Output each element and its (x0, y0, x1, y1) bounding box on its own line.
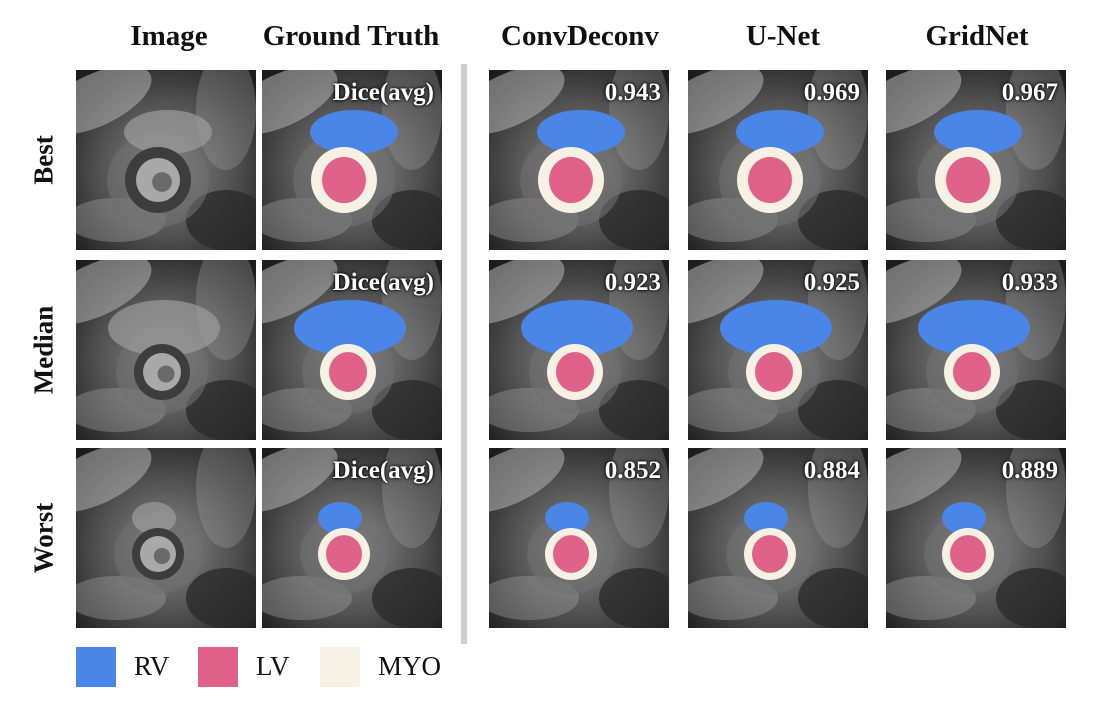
mask-rv-median-unet (720, 300, 832, 356)
dice-score-median-gridnet: 0.933 (1001, 269, 1058, 296)
cell-worst-gridnet: 0.889 (886, 448, 1066, 628)
mask-rv-median-convdeconv (521, 300, 633, 356)
header-unet: U-Net (745, 20, 821, 52)
cell-best-unet: 0.969 (688, 70, 868, 250)
cell-median-image (76, 260, 256, 440)
dice-score-best-gridnet: 0.967 (1001, 79, 1058, 106)
legend-swatch-lv (198, 647, 238, 687)
mask-rv-best-gridnet (934, 110, 1022, 154)
mask-lv-median-ground-truth (329, 352, 367, 392)
mask-rv-worst-gridnet (942, 502, 986, 534)
dice-label-best: Dice(avg) (332, 79, 434, 106)
cell-median-gridnet: 0.933 (886, 260, 1066, 440)
row-label-median: Median (28, 305, 59, 395)
mask-lv-best-gridnet (946, 156, 990, 204)
cell-best-convdeconv: 0.943 (489, 70, 669, 250)
mask-lv-worst-ground-truth (326, 535, 362, 573)
dice-label-worst: Dice(avg) (332, 457, 434, 484)
legend-label-lv: LV (256, 651, 290, 681)
mask-lv-worst-convdeconv (553, 535, 589, 573)
dice-score-worst-unet: 0.884 (803, 457, 860, 484)
section-divider (461, 64, 467, 644)
cell-median-unet: 0.925 (688, 260, 868, 440)
cell-best-gridnet: 0.967 (886, 70, 1066, 250)
mask-lv-best-convdeconv (549, 156, 593, 204)
cell-median-ground-truth: Dice(avg) (262, 260, 442, 440)
mask-rv-best-ground-truth (310, 110, 398, 154)
dice-score-median-convdeconv: 0.923 (604, 269, 661, 296)
cell-worst-convdeconv: 0.852 (489, 448, 669, 628)
dice-score-worst-gridnet: 0.889 (1001, 457, 1058, 484)
cell-worst-image (76, 448, 256, 628)
dice-score-best-convdeconv: 0.943 (604, 79, 661, 106)
header-convdeconv: ConvDeconv (501, 20, 659, 52)
cell-median-convdeconv: 0.923 (489, 260, 669, 440)
cell-best-ground-truth: Dice(avg) (262, 70, 442, 250)
mask-lv-median-convdeconv (556, 352, 594, 392)
cell-worst-ground-truth: Dice(avg) (262, 448, 442, 628)
legend-swatch-rv (76, 647, 116, 687)
mask-rv-best-unet (736, 110, 824, 154)
mask-rv-worst-ground-truth (318, 502, 362, 534)
mask-lv-median-unet (755, 352, 793, 392)
dice-label-median: Dice(avg) (332, 269, 434, 296)
row-label-best: Best (28, 135, 59, 185)
mask-rv-median-gridnet (918, 300, 1030, 356)
mask-lv-median-gridnet (953, 352, 991, 392)
mask-lv-best-ground-truth (322, 156, 366, 204)
legend-label-rv: RV (134, 651, 170, 681)
cell-best-image (76, 70, 256, 250)
mask-rv-worst-convdeconv (545, 502, 589, 534)
mask-lv-worst-gridnet (950, 535, 986, 573)
cell-worst-unet: 0.884 (688, 448, 868, 628)
dice-score-median-unet: 0.925 (803, 269, 860, 296)
mask-lv-best-unet (748, 156, 792, 204)
mask-rv-median-ground-truth (294, 300, 406, 356)
mask-lv-worst-unet (752, 535, 788, 573)
header-gridnet: GridNet (925, 20, 1029, 52)
legend-swatch-myo (320, 647, 360, 687)
legend-label-myo: MYO (378, 651, 442, 681)
mask-rv-best-convdeconv (537, 110, 625, 154)
dice-score-best-unet: 0.969 (803, 79, 860, 106)
row-label-worst: Worst (28, 502, 59, 574)
header-ground-truth: Ground Truth (262, 20, 440, 52)
dice-score-worst-convdeconv: 0.852 (604, 457, 661, 484)
header-image: Image (130, 20, 208, 52)
mask-rv-worst-unet (744, 502, 788, 534)
